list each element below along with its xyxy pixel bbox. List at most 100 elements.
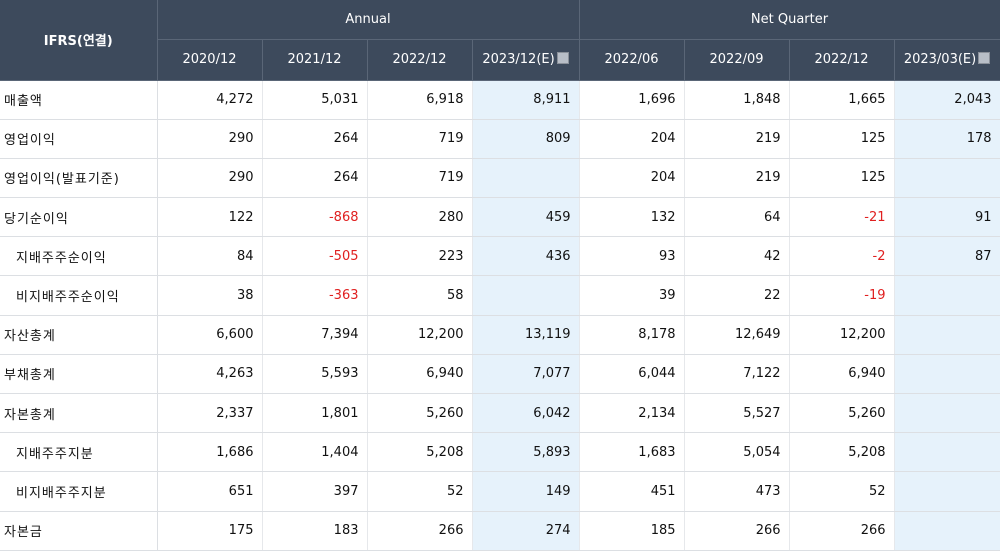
- table-cell: -868: [262, 197, 368, 238]
- table-cell: 5,260: [789, 393, 895, 434]
- table-cell: 5,208: [789, 432, 895, 473]
- table-cell: 204: [579, 158, 685, 199]
- table-cell: 5,260: [367, 393, 473, 434]
- table-cell: 12,200: [789, 315, 895, 355]
- group-net-quarter: Net Quarter: [579, 0, 1000, 40]
- table-cell: [894, 432, 1000, 473]
- header-period-row: 2020/12 2021/12 2022/12 2023/12(E) 2022/06 20…: [0, 39, 1000, 81]
- table-cell: 266: [789, 511, 895, 551]
- table-cell: 132: [579, 197, 685, 238]
- column-header-0: 2020/12: [157, 39, 263, 81]
- table-cell: 719: [367, 119, 473, 159]
- row-label: 지배주주순이익: [0, 236, 158, 277]
- table-cell: 204: [579, 119, 685, 159]
- table-cell: 52: [789, 471, 895, 512]
- table-cell: 12,649: [684, 315, 790, 355]
- table-cell: -363: [262, 275, 368, 316]
- column-header-label: 2023/12(E): [482, 52, 555, 67]
- table-cell: 6,600: [157, 315, 263, 355]
- table-cell: 6,940: [789, 354, 895, 395]
- table-cell: 290: [157, 158, 263, 199]
- row-label: 당기순이익: [0, 197, 158, 238]
- column-header-3: 2023/12(E): [472, 39, 580, 81]
- table-cell: 1,683: [579, 432, 685, 473]
- column-header-label: 2021/12: [287, 52, 342, 67]
- table-cell: 719: [367, 158, 473, 199]
- table-cell: 2,134: [579, 393, 685, 434]
- table-cell: 5,054: [684, 432, 790, 473]
- table-row: 비지배주주순이익 38 -363 58 39 22 -19: [0, 275, 1000, 316]
- row-label: 자본금: [0, 511, 158, 551]
- table-row: 매출액 4,272 5,031 6,918 8,911 1,696 1,848 1,665 2,…: [0, 80, 1000, 120]
- table-cell: 8,911: [472, 80, 580, 120]
- table-cell: 651: [157, 471, 263, 512]
- table-row: 당기순이익 122 -868 280 459 132 64 -21 91: [0, 197, 1000, 238]
- column-header-label: 2022/06: [604, 52, 659, 67]
- table-cell: [472, 275, 580, 316]
- row-label: 비지배주주순이익: [0, 275, 158, 316]
- table-cell: 280: [367, 197, 473, 238]
- table-cell: -505: [262, 236, 368, 277]
- column-header-label: 2020/12: [182, 52, 237, 67]
- table-cell: 185: [579, 511, 685, 551]
- table-cell: 91: [894, 197, 1000, 238]
- table-cell: [894, 511, 1000, 551]
- table-cell: 5,593: [262, 354, 368, 395]
- table-row: 지배주주순이익 84 -505 223 436 93 42 -2 87: [0, 236, 1000, 277]
- table-row: 비지배주주지분 651 397 52 149 451 473 52: [0, 471, 1000, 512]
- table-cell: [894, 315, 1000, 355]
- table-cell: 7,394: [262, 315, 368, 355]
- estimate-info-icon[interactable]: [556, 52, 569, 64]
- table-cell: 1,404: [262, 432, 368, 473]
- table-cell: 266: [684, 511, 790, 551]
- table-cell: 397: [262, 471, 368, 512]
- table-cell: 93: [579, 236, 685, 277]
- row-label: 부채총계: [0, 354, 158, 395]
- table-cell: 223: [367, 236, 473, 277]
- table-row: 영업이익 290 264 719 809 204 219 125 178: [0, 119, 1000, 159]
- table-cell: 12,200: [367, 315, 473, 355]
- table-cell: [894, 275, 1000, 316]
- table-row: 지배주주지분 1,686 1,404 5,208 5,893 1,683 5,054 5,20…: [0, 432, 1000, 473]
- table-cell: 1,848: [684, 80, 790, 120]
- table-cell: 5,208: [367, 432, 473, 473]
- column-header-label: 2022/12: [392, 52, 447, 67]
- table-cell: 84: [157, 236, 263, 277]
- table-cell: [894, 393, 1000, 434]
- table-cell: 58: [367, 275, 473, 316]
- table-cell: -2: [789, 236, 895, 277]
- table-cell: 149: [472, 471, 580, 512]
- table-cell: 809: [472, 119, 580, 159]
- table-cell: 459: [472, 197, 580, 238]
- table-cell: -19: [789, 275, 895, 316]
- table-cell: 264: [262, 119, 368, 159]
- table-cell: 473: [684, 471, 790, 512]
- table-cell: 2,337: [157, 393, 263, 434]
- table-cell: 52: [367, 471, 473, 512]
- estimate-info-icon[interactable]: [978, 52, 991, 64]
- table-cell: 122: [157, 197, 263, 238]
- table-cell: [894, 354, 1000, 395]
- table-cell: 42: [684, 236, 790, 277]
- table-cell: 4,272: [157, 80, 263, 120]
- table-cell: 219: [684, 119, 790, 159]
- table-cell: -21: [789, 197, 895, 238]
- table-cell: [894, 158, 1000, 199]
- table-cell: 87: [894, 236, 1000, 277]
- row-label: 영업이익(발표기준): [0, 158, 158, 199]
- table-cell: [894, 471, 1000, 512]
- column-header-5: 2022/09: [684, 39, 790, 81]
- table-cell: 1,696: [579, 80, 685, 120]
- row-label: 자본총계: [0, 393, 158, 434]
- table-cell: 13,119: [472, 315, 580, 355]
- table-cell: 125: [789, 119, 895, 159]
- row-label: 비지배주주지분: [0, 471, 158, 512]
- table-cell: 6,044: [579, 354, 685, 395]
- column-header-7: 2023/03(E): [894, 39, 1000, 81]
- table-cell: 436: [472, 236, 580, 277]
- row-label: 매출액: [0, 80, 158, 120]
- group-annual: Annual: [157, 0, 580, 40]
- table-cell: 7,077: [472, 354, 580, 395]
- table-cell: 125: [789, 158, 895, 199]
- table-cell: [472, 158, 580, 199]
